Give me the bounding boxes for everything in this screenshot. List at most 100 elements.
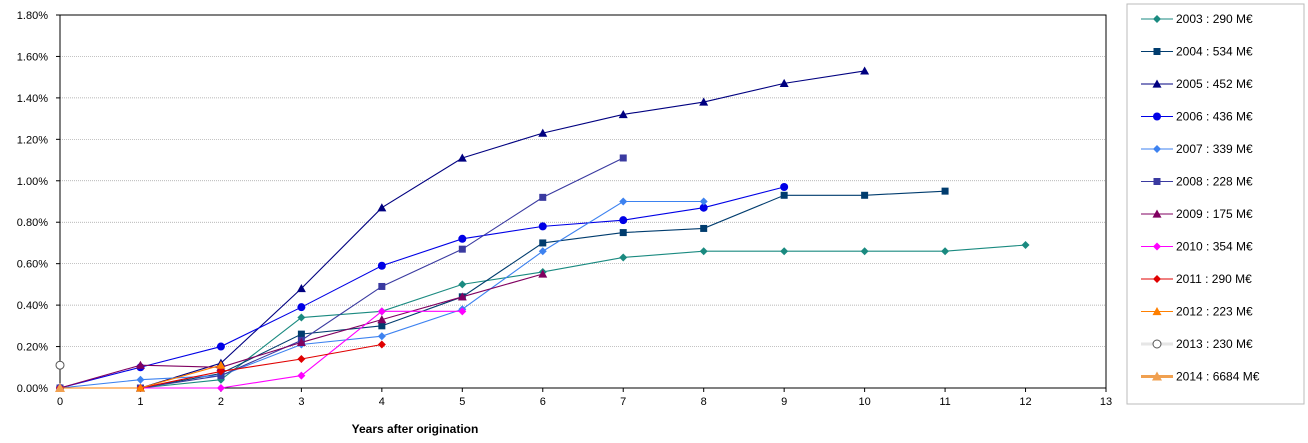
data-point	[296, 337, 306, 347]
data-point	[539, 239, 547, 247]
data-point	[619, 154, 627, 162]
data-point	[860, 66, 870, 75]
legend-marker	[1153, 112, 1161, 121]
legend-entry: 2010 : 354 M€	[1141, 240, 1253, 254]
legend-entry: 2003 : 290 M€	[1141, 12, 1253, 26]
data-point	[458, 307, 467, 316]
data-point	[136, 375, 145, 384]
x-tick-label: 0	[57, 396, 63, 408]
x-axis-label: Years after origination	[352, 422, 479, 436]
legend-marker	[1152, 371, 1162, 381]
legend-marker	[1153, 242, 1161, 251]
legend-box	[1126, 3, 1305, 405]
data-point	[619, 197, 628, 206]
y-tick-label: 0.20%	[17, 342, 48, 354]
data-point	[217, 372, 225, 380]
legend-marker	[1152, 79, 1162, 88]
legend-entry: 2006 : 436 M€	[1141, 110, 1253, 124]
legend: 2003 : 290 M€ 2004 : 534 M€ 2005 : 452 M€ 2…	[1141, 12, 1260, 384]
y-tick-label: 0.40%	[17, 300, 48, 312]
legend-label: 2003 : 290 M€	[1176, 12, 1253, 26]
legend-label: 2010 : 354 M€	[1176, 240, 1253, 254]
x-tick-label: 10	[858, 396, 870, 408]
legend-entry: 2013 : 230 M€	[1141, 337, 1253, 351]
data-point	[700, 224, 708, 232]
data-point	[941, 247, 950, 256]
data-point	[699, 247, 708, 256]
x-tick-label: 13	[1100, 396, 1112, 408]
data-point	[538, 269, 548, 278]
legend-entry: 2007 : 339 M€	[1141, 142, 1253, 156]
x-tick-label: 6	[540, 396, 546, 408]
data-point	[458, 280, 467, 289]
legend-entry: 2012 : 223 M€	[1141, 305, 1253, 319]
data-point	[135, 360, 145, 369]
data-point	[216, 360, 226, 369]
legend-entry: 2008 : 228 M€	[1141, 175, 1253, 189]
data-point	[457, 292, 467, 301]
legend-label: 2006 : 436 M€	[1176, 110, 1253, 124]
series-line	[60, 157, 624, 389]
y-tick-label: 1.60%	[17, 51, 48, 63]
data-point	[699, 203, 708, 212]
legend-entry: 2005 : 452 M€	[1141, 77, 1253, 91]
data-point	[780, 247, 789, 256]
data-point	[55, 383, 65, 392]
x-axis-ticks: 0 1 2 3 4 5 6 7 8 9 10 11 12 13	[57, 388, 1112, 408]
data-point	[861, 191, 869, 199]
x-tick-label: 1	[137, 396, 143, 408]
data-point	[457, 153, 467, 162]
data-point	[297, 313, 306, 322]
legend-label: 2011 : 290 M€	[1176, 272, 1252, 286]
data-point	[699, 97, 709, 106]
x-tick-label: 9	[781, 396, 787, 408]
x-tick-label: 11	[939, 396, 950, 408]
y-tick-label: 1.20%	[17, 134, 48, 146]
x-tick-label: 12	[1019, 396, 1031, 408]
data-point	[941, 187, 949, 195]
data-point	[619, 229, 627, 237]
data-point	[216, 342, 225, 351]
gridlines	[60, 56, 1106, 347]
data-point	[297, 354, 306, 363]
data-point	[538, 222, 547, 231]
data-point	[860, 247, 869, 256]
legend-marker	[1152, 339, 1162, 349]
series-11	[55, 360, 65, 370]
legend-label: 2004 : 534 M€	[1176, 45, 1253, 59]
legend-marker	[1153, 178, 1161, 185]
legend-label: 2007 : 339 M€	[1176, 142, 1253, 156]
x-tick-label: 4	[379, 396, 385, 408]
series-5	[56, 197, 708, 392]
data-point	[216, 384, 225, 392]
legend-label: 2005 : 452 M€	[1176, 77, 1253, 91]
data-point	[377, 340, 386, 349]
data-point	[538, 247, 547, 256]
data-point	[619, 216, 628, 225]
data-point	[780, 182, 789, 191]
data-point	[377, 203, 387, 212]
data-point	[538, 128, 548, 137]
legend-marker	[1153, 145, 1161, 153]
series-line	[59, 186, 785, 389]
data-point	[297, 303, 306, 312]
data-point	[458, 245, 466, 253]
legend-entry: 2011 : 290 M€	[1141, 272, 1252, 286]
legend-label: 2014 : 6684 M€	[1176, 370, 1260, 384]
legend-marker	[1153, 275, 1161, 283]
x-tick-label: 3	[298, 396, 304, 408]
legend-label: 2009 : 175 M€	[1176, 207, 1253, 221]
data-point	[377, 261, 386, 270]
y-tick-label: 0.80%	[17, 217, 48, 229]
legend-label: 2013 : 230 M€	[1176, 337, 1253, 351]
x-tick-label: 5	[459, 396, 465, 408]
plot-area	[59, 14, 1107, 389]
data-point	[297, 330, 305, 338]
data-point	[216, 367, 225, 376]
legend-entry: 2004 : 534 M€	[1141, 45, 1253, 59]
legend-label: 2012 : 223 M€	[1176, 305, 1253, 319]
data-point	[618, 109, 628, 119]
data-point	[297, 371, 306, 380]
y-tick-label: 1.80%	[17, 10, 48, 22]
